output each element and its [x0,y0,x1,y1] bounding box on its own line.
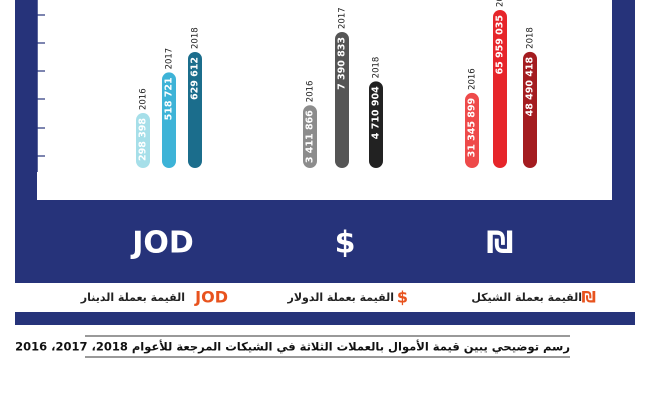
legend-icon: $ [397,288,408,307]
legend-icon: ₪ [582,288,596,307]
currency-label: JOD [130,226,194,261]
legend-band [15,283,635,312]
year-label: 2018 [526,27,536,49]
value-label: 3 411 866 [305,110,316,163]
value-label: 4 710 904 [371,86,382,139]
value-label: 7 390 833 [337,37,348,90]
caption: رسم توضيحي يبين قيمة الأموال بالعملات ال… [15,340,570,355]
bar [162,72,176,168]
bar [335,32,349,168]
bar [303,105,317,168]
value-label: 65 959 035 [495,15,506,75]
legend-text: القيمة بعملة الدولار [286,291,394,304]
year-label: 2017 [165,48,175,70]
year-label: 2016 [306,81,316,103]
legend-text: القيمة بعملة الشيكل [471,291,582,304]
year-label: 2016 [468,68,478,90]
value-label: 629 612 [190,57,201,100]
value-label: 31 345 899 [467,98,478,157]
bar [493,10,507,168]
year-label: 2018 [191,27,201,49]
year-label: 2018 [372,57,382,79]
bar [465,92,479,168]
bar [188,52,202,168]
year-label: 2017 [338,7,348,29]
value-label: 518 721 [164,77,175,120]
legend-text: القيمة بعملة الدينار [80,291,185,304]
chart-area [37,0,612,200]
bar [523,51,537,168]
axis-ticks [37,14,45,157]
year-label: 2016 [139,88,149,110]
year-label: 2017 [496,0,506,7]
bar [136,113,150,168]
value-label: 298 398 [138,118,149,161]
currency-label: $ [335,226,356,261]
currency-label: ₪ [486,226,513,261]
legend-icon: JOD [194,288,228,307]
bar [369,81,383,168]
value-label: 48 490 418 [525,56,536,116]
